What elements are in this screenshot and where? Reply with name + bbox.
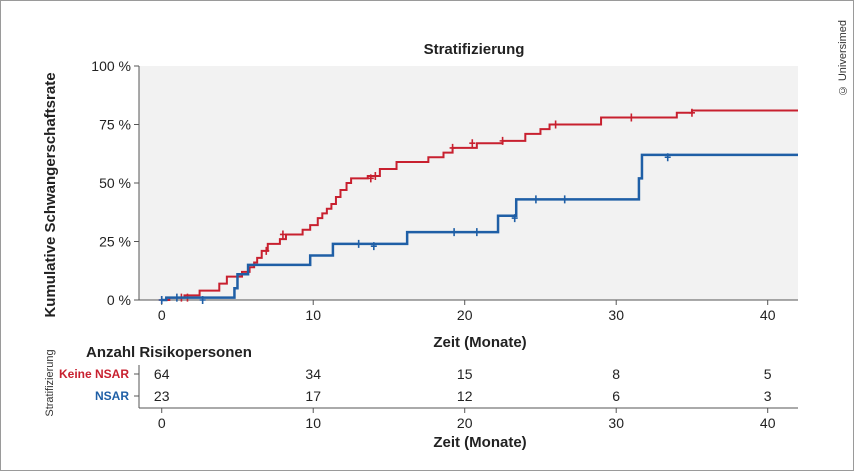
- censor-mark: [173, 293, 180, 302]
- censor-mark: [372, 171, 379, 180]
- y-tick-label: 50 %: [99, 175, 131, 191]
- plot-background: [139, 66, 798, 300]
- censor-mark: [449, 143, 456, 152]
- x-tick-label: 0: [158, 307, 166, 323]
- x-tick-label: 40: [760, 307, 776, 323]
- censor-mark: [469, 139, 476, 148]
- y-tick-label: 25 %: [99, 234, 131, 250]
- risk-count: 34: [305, 366, 321, 382]
- risk-count: 23: [154, 388, 170, 404]
- x-tick-label: 30: [608, 307, 624, 323]
- risk-row-label: NSAR: [95, 389, 129, 403]
- series-line-2: [161, 153, 798, 302]
- risk-table-x-axis-label: Zeit (Monate): [433, 434, 526, 451]
- y-axis-label: Kumulative Schwangerschaftsrate: [42, 72, 59, 317]
- risk-row-label: Keine NSAR: [59, 367, 129, 381]
- risk-table-title: Anzahl Risikopersonen: [86, 344, 252, 361]
- risk-x-tick-label: 10: [305, 415, 321, 431]
- risk-count: 12: [457, 388, 473, 404]
- x-axis-label: Zeit (Monate): [433, 334, 526, 351]
- chart-title: Stratifizierung: [424, 41, 525, 58]
- censor-mark: [511, 214, 518, 223]
- censor-mark: [664, 153, 671, 162]
- censor-mark: [561, 195, 568, 204]
- risk-count: 8: [612, 366, 620, 382]
- risk-count: 17: [305, 388, 321, 404]
- censor-mark: [532, 195, 539, 204]
- censor-mark: [552, 120, 559, 129]
- censor-mark: [628, 113, 635, 122]
- risk-x-tick-label: 0: [158, 415, 166, 431]
- y-tick-label: 75 %: [99, 117, 131, 133]
- risk-x-tick-label: 30: [608, 415, 624, 431]
- censor-mark: [688, 108, 695, 117]
- censor-mark: [263, 246, 270, 255]
- risk-count: 15: [457, 366, 473, 382]
- risk-count: 6: [612, 388, 620, 404]
- censor-mark: [279, 230, 286, 239]
- x-tick-label: 10: [305, 307, 321, 323]
- censor-mark: [370, 242, 377, 251]
- risk-count: 3: [764, 388, 772, 404]
- censor-mark: [355, 239, 362, 248]
- y-tick-label: 100 %: [91, 58, 131, 74]
- plot-area: 0 % 25 % 50 % 75 % 100 % 0 10 20 30 40: [91, 58, 798, 323]
- copyright-notice: © Universimed: [837, 20, 849, 97]
- risk-table-stratum-label: Stratifizierung: [44, 349, 56, 416]
- risk-count: 5: [764, 366, 772, 382]
- censor-mark: [367, 174, 374, 183]
- risk-x-tick-label: 40: [760, 415, 776, 431]
- risk-x-tick-label: 20: [457, 415, 473, 431]
- censor-mark: [199, 296, 206, 304]
- series-line-1: [161, 109, 798, 301]
- risk-count: 64: [154, 366, 170, 382]
- x-tick-label: 20: [457, 307, 473, 323]
- y-tick-label: 0 %: [107, 292, 131, 308]
- censor-mark: [473, 228, 480, 237]
- censor-mark: [158, 296, 165, 304]
- censor-mark: [451, 228, 458, 237]
- censor-mark: [499, 136, 506, 145]
